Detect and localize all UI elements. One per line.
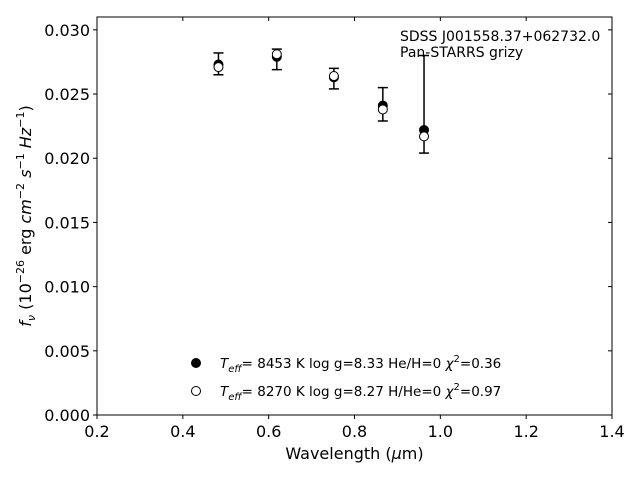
model-points [213,49,430,142]
plot-area [96,16,613,416]
x-axis-ticks: 0.2 0.4 0.6 0.8 1.0 1.2 1.4 [84,17,625,441]
legend: Teff= 8453 K log g=8.33 He/H=0 χ2=0.36 T… [191,354,501,403]
annotation-object-name: SDSS J001558.37+062732.0 [400,29,600,45]
x-axis-label: Wavelength (μm) [285,444,423,463]
legend-marker-open [191,386,201,396]
legend-entry-filled: Teff= 8453 K log g=8.33 He/H=0 χ2=0.36 [220,354,501,375]
data-point-open [213,62,224,73]
y-tick-label: 0.000 [44,406,90,425]
x-tick-label: 1.2 [513,422,538,441]
y-axis-label: fν (10−26 erg cm−2 s−1 Hz−1) [14,105,38,326]
x-tick-label: 0.6 [256,422,281,441]
y-tick-label: 0.025 [44,85,90,104]
x-tick-label: 0.2 [84,422,109,441]
x-tick-label: 0.4 [170,422,195,441]
legend-marker-filled [191,358,201,368]
data-point-open [328,71,339,82]
x-tick-label: 0.8 [342,422,367,441]
data-point-open [419,131,430,142]
x-tick-label: 1.0 [428,422,453,441]
x-tick-label: 1.4 [599,422,624,441]
y-axis-ticks: 0.000 0.005 0.010 0.015 0.020 0.025 0.030 [44,21,612,425]
svg-text:fν (10−26 erg cm−2 s−1 Hz−1): fν (10−26 erg cm−2 s−1 Hz−1) [14,105,38,326]
y-tick-label: 0.005 [44,342,90,361]
legend-entry-open: Teff= 8270 K log g=8.27 H/He=0 χ2=0.97 [220,382,501,403]
y-tick-label: 0.010 [44,278,90,297]
y-tick-label: 0.020 [44,149,90,168]
data-point-open [377,104,388,115]
y-tick-label: 0.015 [44,213,90,232]
annotation-survey: Pan-STARRS grizy [400,45,523,61]
y-tick-label: 0.030 [44,21,90,40]
data-point-open [271,49,282,60]
